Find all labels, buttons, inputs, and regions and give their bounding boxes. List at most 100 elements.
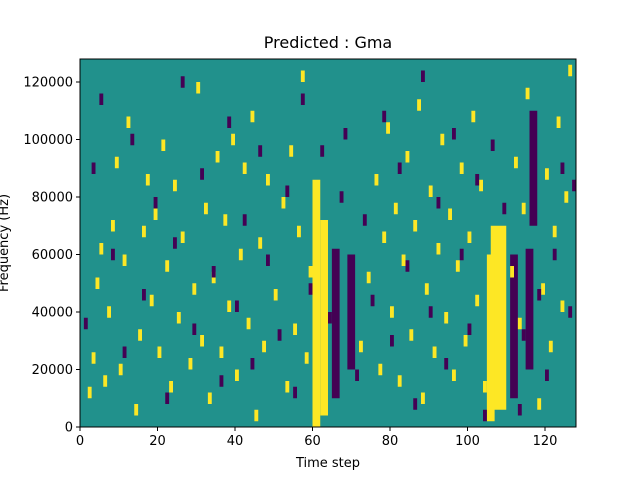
heatmap-cell — [83, 317, 88, 330]
heatmap-cell — [250, 110, 255, 123]
y-tick-label: 60000 — [32, 248, 73, 263]
heatmap-cell — [390, 335, 394, 347]
heatmap-cell — [521, 329, 526, 341]
heatmap-cell — [285, 381, 290, 393]
heatmap-cell — [300, 93, 305, 105]
heatmap-cell — [204, 202, 208, 215]
heatmap-cell — [293, 323, 297, 335]
heatmap-cell — [165, 392, 170, 404]
heatmap-cell — [87, 386, 92, 399]
heatmap-cell — [173, 237, 177, 249]
heatmap-cell — [242, 214, 247, 226]
heatmap-cell — [545, 168, 549, 180]
heatmap-cell — [537, 289, 542, 301]
heatmap-cell — [258, 145, 263, 157]
heatmap-cell — [196, 82, 201, 94]
heatmap-cell — [510, 266, 514, 278]
heatmap-cell — [483, 381, 487, 393]
plot-frame — [79, 58, 577, 428]
plot-area — [80, 59, 576, 427]
heatmap-cell — [180, 231, 185, 243]
heatmap-cell — [397, 162, 402, 174]
heatmap-cell — [103, 375, 108, 387]
heatmap-cell — [424, 283, 429, 295]
x-axis-label: Time step — [295, 456, 360, 471]
heatmap-cell — [304, 352, 309, 364]
heatmap-cell — [374, 174, 379, 186]
heatmap-cell — [111, 220, 115, 232]
heatmap-cell — [169, 381, 173, 393]
y-axis: 0 20000 40000 60000 80000 100000 120000 — [23, 76, 80, 436]
heatmap-cell — [273, 289, 278, 301]
heatmap-cell — [467, 323, 472, 335]
heatmap-cell — [452, 369, 456, 381]
heatmap-cell — [537, 398, 542, 410]
heatmap-cell — [308, 283, 313, 295]
heatmap-cell — [405, 260, 410, 272]
heatmap-cell — [405, 151, 410, 163]
heatmap-cell — [238, 248, 243, 261]
heatmap-band-4 — [331, 248, 340, 399]
heatmap-cell — [149, 294, 154, 307]
heatmap-cell — [517, 317, 522, 330]
heatmap-cell — [564, 191, 569, 203]
heatmap-cell — [153, 208, 158, 220]
heatmap-cell — [386, 122, 390, 134]
heatmap-cell — [366, 271, 371, 284]
heatmap-cell — [262, 340, 266, 353]
heatmap-cell — [359, 340, 363, 353]
heatmap-cell — [242, 162, 247, 174]
heatmap-cell — [173, 179, 177, 192]
heatmap-cell — [525, 87, 530, 100]
heatmap-cell — [343, 128, 348, 140]
heatmap-cell — [463, 335, 468, 347]
heatmap-cell — [428, 306, 433, 318]
heatmap-cell — [165, 260, 170, 272]
heatmap-cell — [266, 254, 270, 266]
heatmap-cell — [432, 346, 437, 358]
heatmap-cell — [452, 128, 456, 140]
heatmap-cell — [428, 185, 433, 197]
heatmap-cell — [254, 409, 259, 422]
heatmap-cell — [130, 133, 135, 146]
heatmap-cell — [223, 214, 228, 226]
x-tick-label: 0 — [76, 434, 84, 449]
x-tick-label: 100 — [455, 434, 480, 449]
heatmap-cell — [91, 352, 96, 364]
heatmap-cell — [91, 162, 96, 174]
heatmap-cell — [207, 392, 212, 404]
heatmap-cell — [192, 323, 197, 335]
heatmap-cell — [111, 248, 115, 261]
heatmap-cell — [126, 116, 131, 128]
heatmap-cell — [409, 329, 414, 341]
heatmap-cell — [556, 116, 561, 128]
heatmap-cell — [138, 329, 142, 341]
heatmap-cell — [328, 312, 332, 324]
heatmap-cell — [545, 369, 549, 381]
heatmap-cell — [455, 260, 460, 272]
y-tick-label: 20000 — [32, 363, 73, 378]
heatmap-cell — [142, 225, 146, 238]
heatmap-cell — [231, 133, 235, 146]
heatmap-cell — [459, 248, 464, 261]
x-tick-label: 40 — [227, 434, 244, 449]
x-tick-label: 20 — [149, 434, 166, 449]
heatmap-cell — [397, 375, 402, 387]
heatmap-cell — [118, 363, 123, 376]
heatmap-cell — [114, 156, 119, 169]
x-axis: 0 20 40 60 80 100 120 — [76, 427, 557, 449]
heatmap-cell — [514, 156, 518, 169]
heatmap-cell — [355, 369, 359, 381]
heatmap-cell — [393, 202, 398, 215]
heatmap-cell — [227, 116, 232, 128]
x-tick-label: 80 — [382, 434, 399, 449]
y-tick-label: 80000 — [32, 191, 73, 206]
heatmap-cell — [436, 243, 441, 255]
heatmap-cell — [560, 300, 565, 312]
heatmap-cell — [413, 398, 418, 410]
heatmap-cell — [227, 300, 232, 312]
heatmap-cell — [378, 363, 383, 376]
heatmap-cell — [161, 139, 166, 151]
heatmap-cell — [483, 409, 487, 422]
